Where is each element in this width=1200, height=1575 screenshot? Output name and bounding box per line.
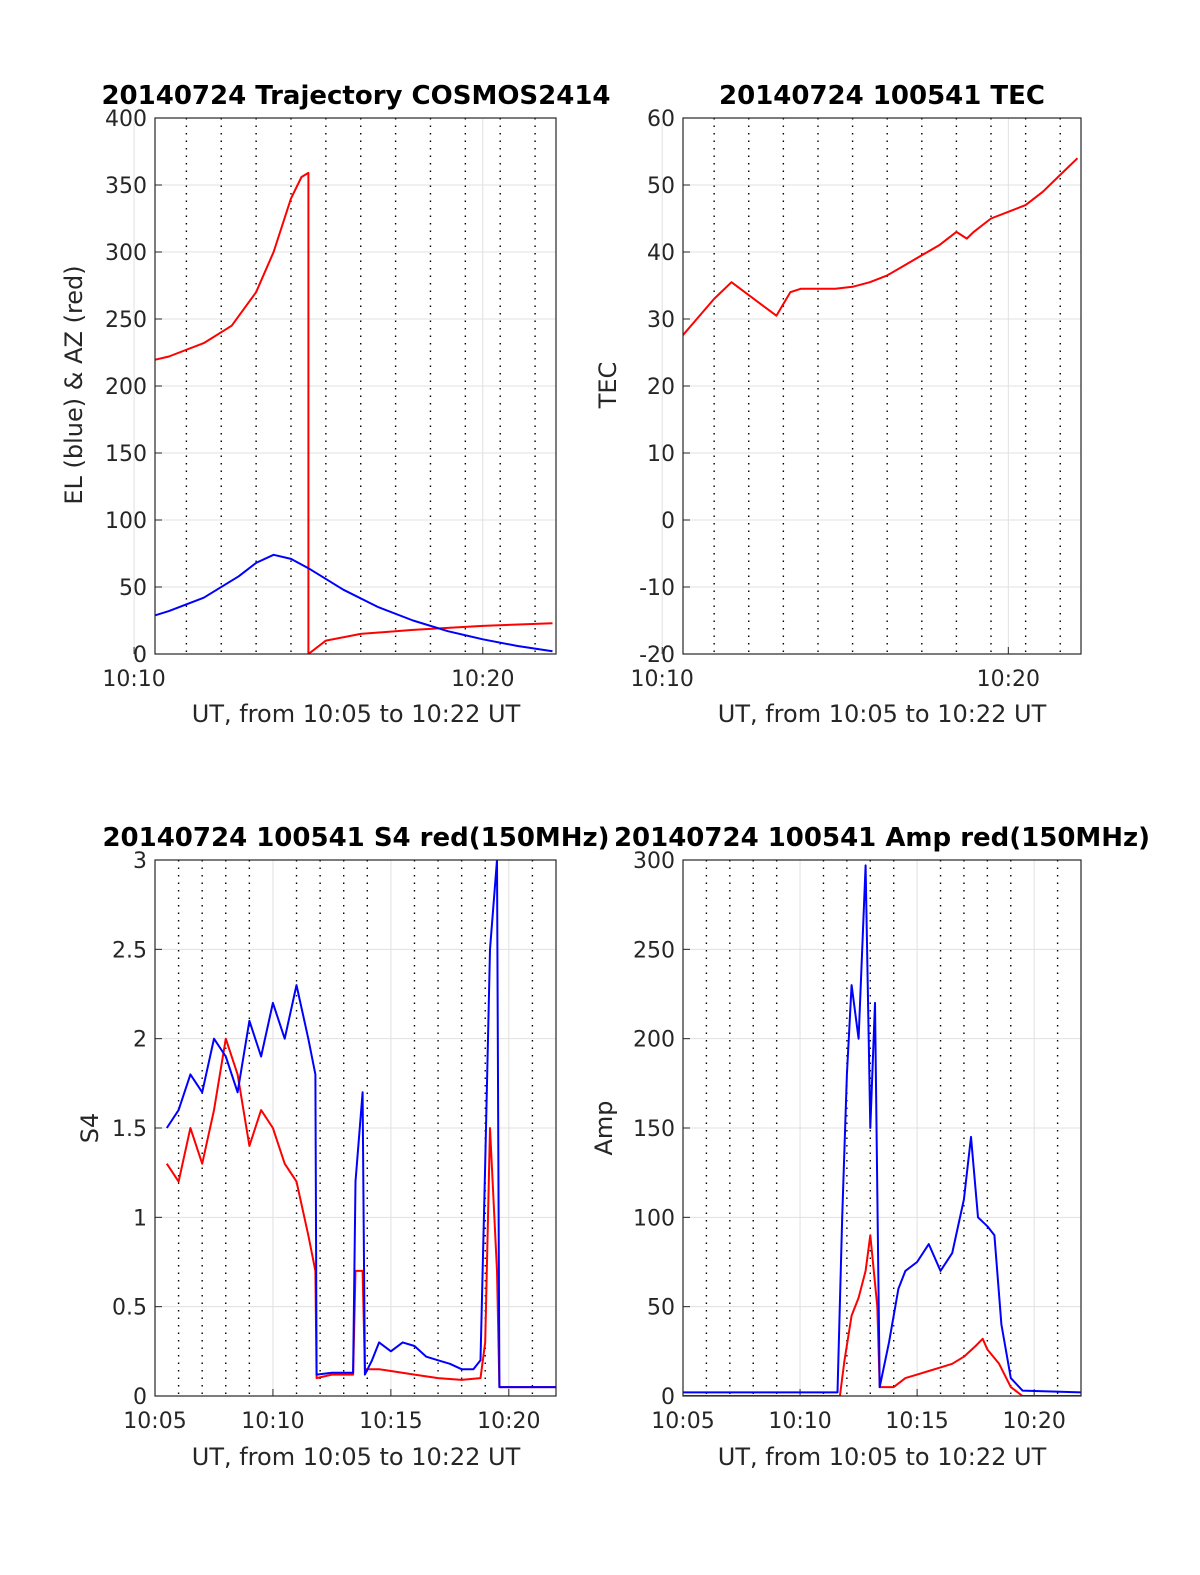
y-tick-label: 1.5 [112, 1117, 147, 1142]
x-axis-label: UT, from 10:05 to 10:22 UT [192, 700, 521, 728]
y-tick-label: 10 [647, 442, 675, 467]
x-axis-label: UT, from 10:05 to 10:22 UT [718, 1443, 1047, 1471]
y-axis-label: EL (blue) & AZ (red) [60, 265, 88, 504]
panel-title: 20140724 100541 TEC [719, 81, 1045, 111]
x-axis-label: UT, from 10:05 to 10:22 UT [192, 1443, 521, 1471]
y-tick-label: 100 [633, 1206, 675, 1231]
plot-frame [154, 117, 557, 655]
y-tick-label: 0.5 [112, 1296, 147, 1321]
x-tick-label: 10:20 [477, 1409, 540, 1434]
y-tick-label: 60 [647, 107, 675, 132]
red-series-line [155, 171, 553, 654]
y-tick-label: 150 [633, 1117, 675, 1142]
y-tick-label: 150 [105, 442, 147, 467]
trajectory-panel: 20140724 Trajectory COSMOS2414 EL (blue)… [60, 81, 611, 728]
y-tick-label: 2 [133, 1028, 147, 1053]
y-tick-label: 300 [633, 849, 675, 874]
y-tick-label: 3 [133, 849, 147, 874]
y-tick-label: 50 [119, 576, 147, 601]
y-tick-label: 200 [633, 1028, 675, 1053]
y-tick-label: 30 [647, 308, 675, 333]
plot-frame [682, 859, 1082, 1397]
panel-title: 20140724 Trajectory COSMOS2414 [101, 81, 610, 111]
plot-frame [154, 859, 557, 1397]
x-tick-label: 10:10 [102, 667, 165, 692]
y-tick-label: 350 [105, 174, 147, 199]
red-series-line [683, 1234, 1081, 1396]
panel-title: 20140724 100541 Amp red(150MHz) [614, 823, 1150, 853]
red-series-line [683, 157, 1079, 337]
y-axis-label: Amp [590, 1100, 618, 1155]
amp-panel: 20140724 100541 Amp red(150MHz) Amp UT, … [590, 823, 1150, 1471]
y-tick-label: 0 [133, 1385, 147, 1410]
s4-panel: 20140724 100541 S4 red(150MHz) S4 UT, fr… [76, 823, 610, 1471]
panel-title: 20140724 100541 S4 red(150MHz) [102, 823, 609, 853]
x-axis-label: UT, from 10:05 to 10:22 UT [718, 700, 1047, 728]
blue-series-line [683, 864, 1081, 1394]
y-tick-label: 1 [133, 1206, 147, 1231]
y-tick-label: 0 [133, 643, 147, 668]
y-tick-label: 20 [647, 375, 675, 400]
red-series-line [165, 1037, 556, 1389]
y-tick-label: 40 [647, 241, 675, 266]
y-tick-label: 400 [105, 107, 147, 132]
x-tick-label: 10:10 [241, 1409, 304, 1434]
y-tick-label: 250 [105, 308, 147, 333]
x-tick-label: 10:15 [359, 1409, 422, 1434]
x-tick-label: 10:10 [631, 667, 694, 692]
tec-panel: 20140724 100541 TEC TEC UT, from 10:05 t… [594, 81, 1082, 728]
y-tick-label: 0 [661, 1385, 675, 1410]
y-tick-label: 300 [105, 241, 147, 266]
x-tick-label: 10:20 [1002, 1409, 1065, 1434]
y-axis-label: S4 [76, 1113, 104, 1144]
x-tick-label: 10:10 [768, 1409, 831, 1434]
x-tick-label: 10:20 [977, 667, 1040, 692]
y-tick-label: 0 [661, 509, 675, 534]
plot-frame [682, 117, 1082, 655]
x-tick-label: 10:15 [885, 1409, 948, 1434]
y-tick-label: 50 [647, 174, 675, 199]
y-tick-label: -10 [639, 576, 675, 601]
y-axis-label: TEC [594, 362, 622, 410]
x-tick-label: 10:05 [651, 1409, 714, 1434]
x-tick-label: 10:05 [123, 1409, 186, 1434]
y-tick-label: 50 [647, 1296, 675, 1321]
blue-series-line [165, 860, 556, 1389]
y-tick-label: 200 [105, 375, 147, 400]
x-tick-label: 10:20 [451, 667, 514, 692]
y-tick-label: -20 [639, 643, 675, 668]
y-tick-label: 250 [633, 938, 675, 963]
y-tick-label: 2.5 [112, 938, 147, 963]
blue-series-line [155, 553, 553, 653]
y-tick-label: 100 [105, 509, 147, 534]
